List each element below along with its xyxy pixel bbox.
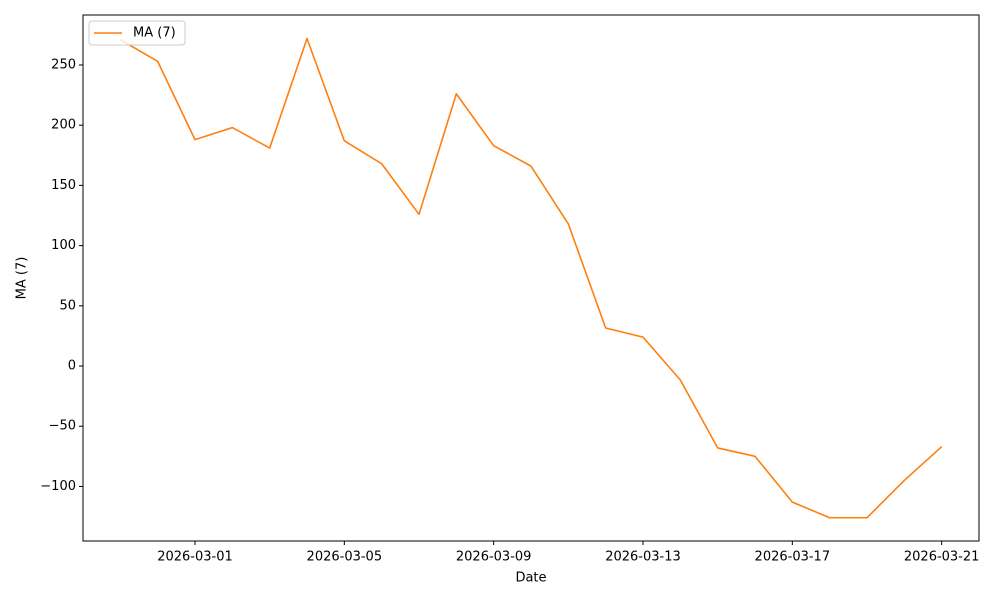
y-tick-label: 100 bbox=[51, 238, 76, 253]
x-tick-label: 2026-03-13 bbox=[605, 550, 681, 565]
plot-frame bbox=[82, 14, 980, 542]
y-tick-label: 0 bbox=[68, 359, 76, 374]
x-tick-label: 2026-03-17 bbox=[755, 550, 831, 565]
x-tick-label: 2026-03-05 bbox=[307, 550, 383, 565]
y-tick-label: −50 bbox=[49, 419, 76, 434]
y-tick-label: −100 bbox=[40, 479, 76, 494]
y-tick-label: 200 bbox=[51, 118, 76, 133]
legend-box bbox=[88, 20, 186, 46]
line bbox=[119, 37, 943, 519]
y-tick-label: 250 bbox=[51, 57, 76, 72]
x-tick-label: 2026-03-21 bbox=[904, 550, 980, 565]
y-tick-label: 150 bbox=[51, 178, 76, 193]
x-tick-label: 2026-03-01 bbox=[157, 550, 233, 565]
x-axis-label: Date bbox=[515, 571, 546, 586]
legend-label: MA (7) bbox=[133, 26, 176, 41]
y-tick-label: 50 bbox=[59, 298, 76, 313]
x-tick-label: 2026-03-09 bbox=[456, 550, 532, 565]
y-axis-label: MA (7) bbox=[15, 257, 30, 300]
